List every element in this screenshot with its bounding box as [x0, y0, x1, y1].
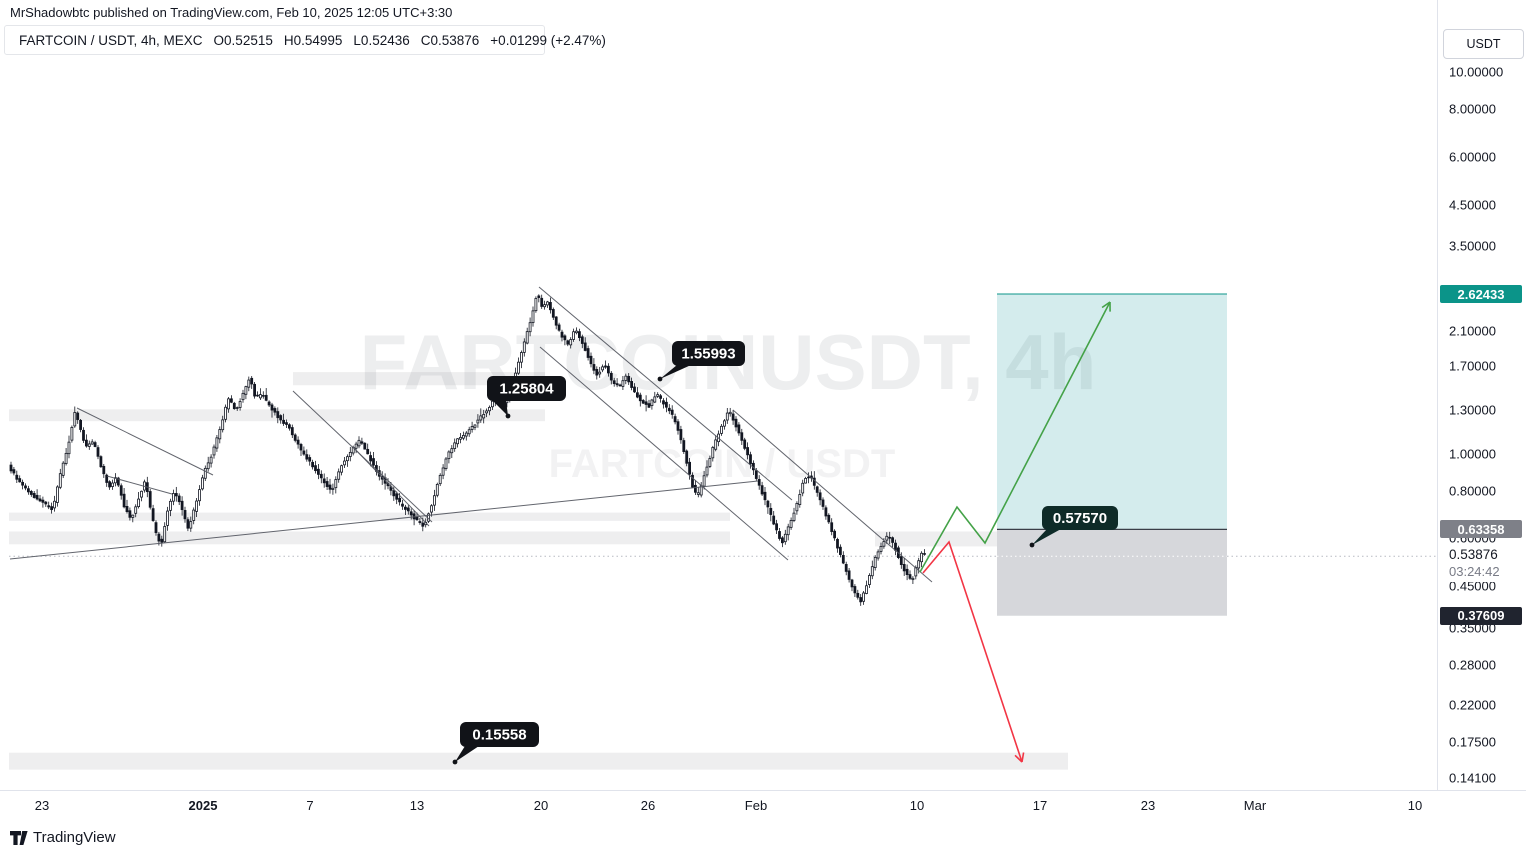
price-tick-label: 2.10000	[1449, 323, 1496, 339]
price-tick-label: 0.45000	[1449, 578, 1496, 594]
price-tick-label: 10.00000	[1449, 64, 1504, 80]
price-tick-label: 0.80000	[1449, 483, 1496, 499]
currency-toggle-button[interactable]: USDT	[1443, 29, 1524, 59]
time-tick-label: 20	[533, 798, 549, 813]
time-tick-label: 2025	[188, 798, 218, 813]
footer-bar: TradingView	[0, 822, 1526, 855]
time-tick-label: 10	[1407, 798, 1423, 813]
callout-tail	[492, 400, 508, 416]
price-tick-label: 0.22000	[1449, 697, 1496, 713]
tradingview-logo-icon[interactable]	[10, 831, 30, 846]
publish-info-text: MrShadowbtc published on TradingView.com…	[10, 5, 453, 20]
callout-anchor-dot	[657, 376, 663, 382]
time-tick-label: 7	[306, 798, 314, 813]
bar-countdown: 03:24:42	[1449, 564, 1500, 580]
publish-bar: MrShadowbtc published on TradingView.com…	[0, 0, 1526, 26]
price-change: +0.01299 (+2.47%)	[490, 32, 606, 48]
bearish-projection-arrow-arrowhead	[1021, 752, 1025, 763]
symbol-legend[interactable]: FARTCOIN / USDT, 4h, MEXC O0.52515 H0.54…	[4, 25, 606, 55]
price-tick-label: 4.50000	[1449, 197, 1496, 213]
price-axis[interactable]: USDT 0.53876 03:24:42 10.00000 8.00000 6.0…	[1437, 0, 1526, 790]
bullish-projection-arrow	[919, 301, 1111, 573]
profit-target-box	[997, 294, 1227, 530]
price-callout-text: 0.57570	[1053, 510, 1107, 527]
price-callout[interactable]	[1042, 506, 1118, 530]
support-resistance-zone	[9, 512, 730, 521]
price-callout[interactable]	[672, 341, 745, 366]
price-tick-label: 6.00000	[1449, 149, 1496, 165]
trendline	[76, 407, 214, 476]
current-price-label: 0.53876 03:24:42	[1439, 546, 1526, 583]
price-callout-text: 0.15558	[472, 727, 526, 744]
symbol-title[interactable]: FARTCOIN / USDT, 4h, MEXC	[19, 32, 203, 48]
price-tick-label: 8.00000	[1449, 101, 1496, 117]
trendline	[538, 286, 793, 501]
price-level-badge: 2.62433	[1440, 285, 1522, 304]
callout-anchor-dot	[505, 413, 511, 419]
trendline	[9, 480, 759, 560]
price-tick-label: 0.28000	[1449, 657, 1496, 673]
support-resistance-zone	[293, 372, 545, 386]
price-callout[interactable]	[487, 376, 566, 401]
callout-tail	[660, 365, 691, 379]
trendline	[732, 409, 933, 583]
current-price-value: 0.53876	[1449, 547, 1498, 563]
callout-anchor-dot	[452, 759, 458, 765]
price-callout-text: 1.55993	[681, 346, 735, 363]
time-tick-label: 26	[640, 798, 656, 813]
time-tick-label: 13	[409, 798, 425, 813]
chart-area[interactable]: FARTCOINUSDT, 4hFARTCOIN / USDT1.559931.…	[0, 0, 1437, 790]
time-tick-label: 23	[1140, 798, 1156, 813]
chart-canvas[interactable]: FARTCOINUSDT, 4hFARTCOIN / USDT1.559931.…	[0, 0, 1437, 790]
price-tick-label: 1.00000	[1449, 446, 1496, 462]
price-tick-label: 3.50000	[1449, 238, 1496, 254]
price-callout-text: 1.25804	[499, 381, 554, 398]
ohlc-high: H0.54995	[283, 32, 343, 48]
support-resistance-zone	[875, 531, 997, 547]
trendline	[539, 346, 789, 561]
ohlc-low: L0.52436	[353, 32, 410, 48]
support-resistance-zone	[9, 531, 730, 545]
bearish-projection-arrow-arrowhead	[1014, 754, 1023, 763]
callout-anchor-dot	[1029, 542, 1035, 548]
bullish-projection-arrow-arrowhead	[1101, 301, 1111, 309]
price-tick-label: 0.14100	[1449, 770, 1496, 786]
time-tick-label: Mar	[1243, 798, 1267, 813]
time-tick-label: 23	[34, 798, 50, 813]
time-tick-label: 17	[1032, 798, 1048, 813]
price-tick-label: 1.70000	[1449, 358, 1496, 374]
trendline	[106, 475, 173, 495]
price-level-badge: 0.37609	[1440, 606, 1522, 625]
brand-name[interactable]: TradingView	[33, 829, 116, 846]
stop-loss-box	[997, 529, 1227, 616]
time-tick-label: 10	[909, 798, 925, 813]
ohlc-close: C0.53876	[420, 32, 480, 48]
price-callout[interactable]	[460, 722, 539, 747]
callout-tail	[1032, 529, 1061, 545]
price-tick-label: 1.30000	[1449, 402, 1496, 418]
bearish-projection-arrow	[922, 540, 1023, 763]
callout-tail	[455, 746, 479, 762]
support-resistance-zone	[9, 752, 1068, 770]
price-level-badge: 0.63358	[1440, 520, 1522, 539]
trendline	[352, 446, 430, 527]
ohlc-open: O0.52515	[213, 32, 273, 48]
chart-watermark-line2: FARTCOIN / USDT	[549, 442, 896, 486]
price-tick-label: 0.17500	[1449, 734, 1496, 750]
time-axis[interactable]: 23 2025 7 13 20 26 Feb 10 17 23 Mar 10	[0, 790, 1526, 823]
time-tick-label: Feb	[744, 798, 768, 813]
